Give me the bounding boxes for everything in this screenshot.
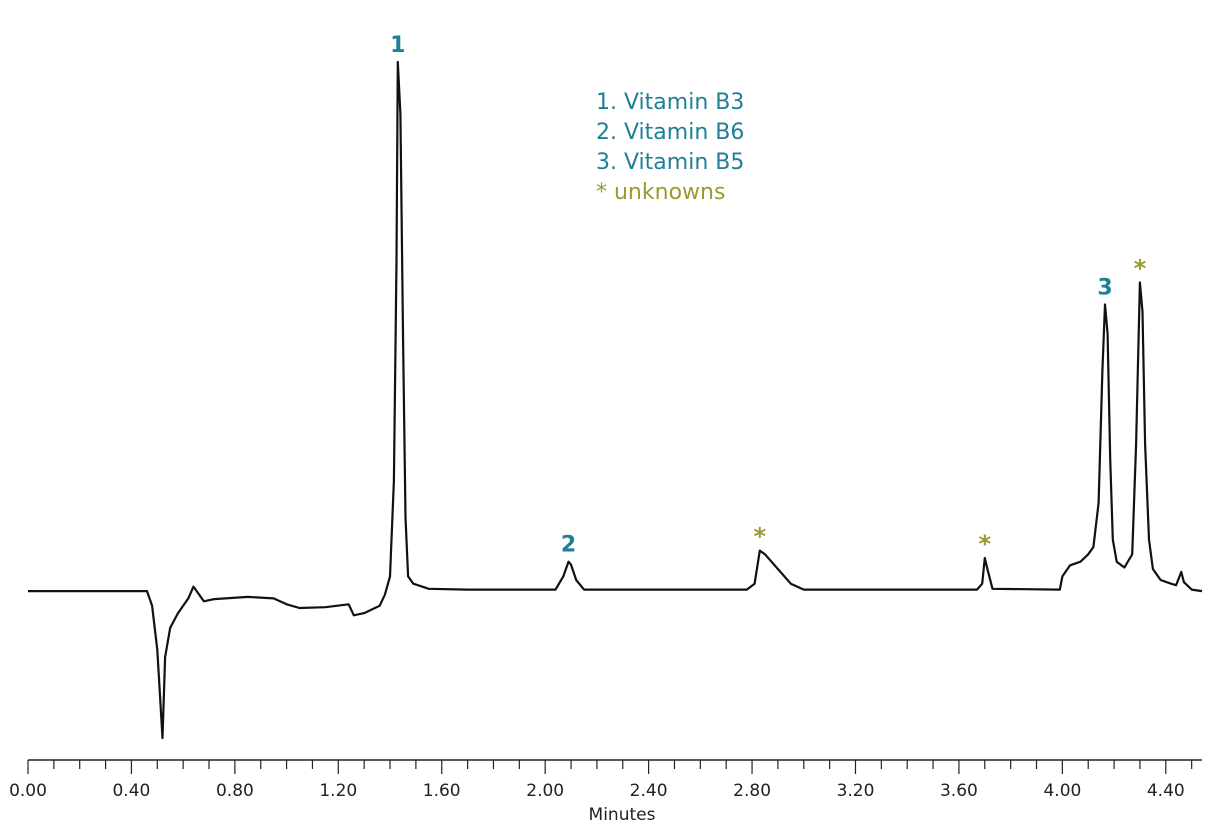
legend-item-unknowns: * unknowns (596, 180, 726, 205)
x-tick-label: 0.40 (112, 781, 150, 801)
x-tick-label: 0.00 (9, 781, 47, 801)
peak-labels: 1 2 * * 3 * (390, 33, 1146, 558)
x-tick-label: 1.60 (423, 781, 461, 801)
peak-label-2: 2 (561, 533, 576, 558)
x-tick-label: 0.80 (216, 781, 254, 801)
legend: 1. Vitamin B3 2. Vitamin B6 3. Vitamin B… (596, 88, 744, 208)
x-tick-label: 1.20 (319, 781, 357, 801)
x-tick-label: 3.20 (837, 781, 875, 801)
chromatogram-trace-line (28, 60, 1203, 740)
x-tick-label: 2.40 (630, 781, 668, 801)
x-tick-label: 3.60 (940, 781, 978, 801)
unknown-peak-marker: * (979, 530, 992, 558)
unknown-peak-marker: * (1134, 255, 1147, 283)
x-tick-label: 4.40 (1147, 781, 1185, 801)
legend-item-vitamin-b3: 1. Vitamin B3 (596, 90, 745, 115)
x-axis-title: Minutes (589, 805, 656, 825)
x-tick-label: 2.80 (733, 781, 771, 801)
x-axis: 0.00 0.40 0.80 1.20 1.60 2.00 2.40 2.80 3.20 3.60… (9, 759, 1202, 825)
peak-label-1: 1 (390, 33, 405, 58)
x-tick-label: 4.00 (1043, 781, 1081, 801)
trace-layer (28, 60, 1203, 740)
unknown-peak-marker: * (754, 523, 767, 551)
legend-item-vitamin-b5: 3. Vitamin B5 (596, 150, 745, 175)
legend-item-vitamin-b6: 2. Vitamin B6 (596, 120, 745, 145)
peak-label-3: 3 (1097, 276, 1112, 301)
x-tick-label: 2.00 (526, 781, 564, 801)
